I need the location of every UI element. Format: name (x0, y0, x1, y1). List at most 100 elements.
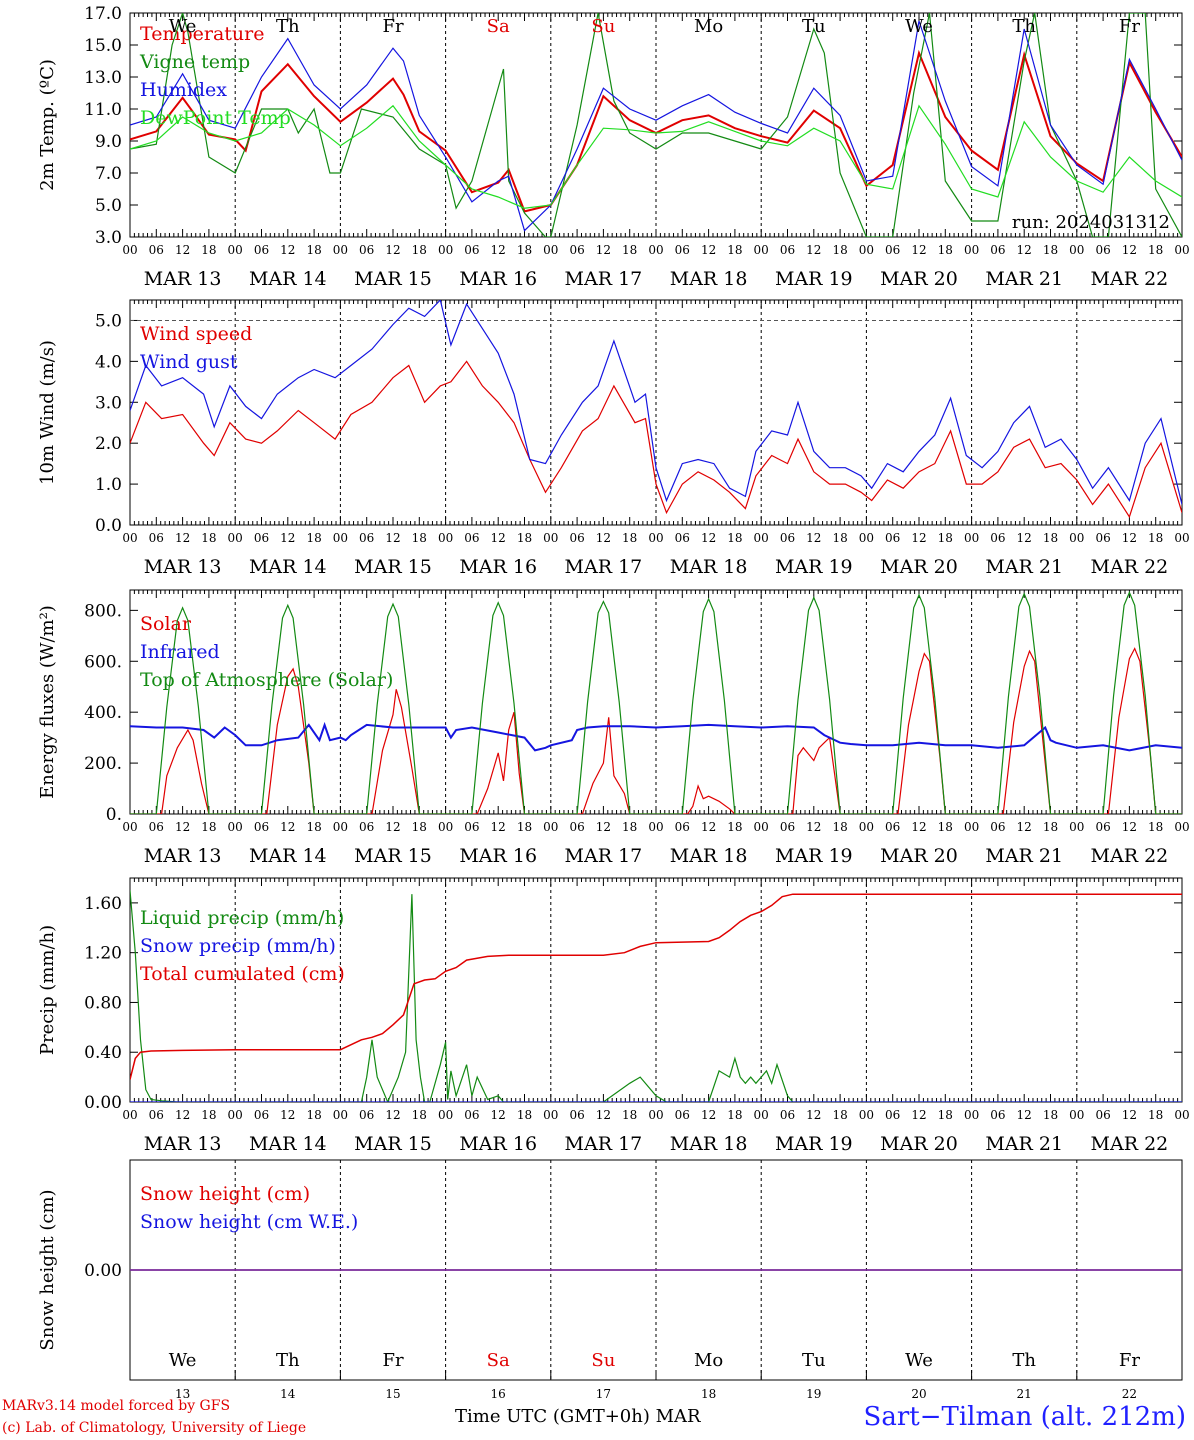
hour-label: 12 (1122, 1108, 1137, 1122)
day-number-label: 16 (491, 1387, 506, 1401)
hour-label: 18 (832, 1108, 847, 1122)
hour-label: 00 (859, 820, 874, 834)
model-credit: MARv3.14 model forced by GFS (2, 1398, 231, 1414)
date-label: MAR 14 (249, 1133, 327, 1155)
hour-label: 00 (648, 820, 663, 834)
hour-label: 18 (517, 1108, 532, 1122)
run-annotation: run: 2024031312 (1012, 212, 1170, 233)
date-label: MAR 21 (985, 845, 1063, 867)
hour-label: 00 (333, 531, 348, 545)
hour-label: 18 (201, 531, 216, 545)
hour-label: 06 (675, 820, 690, 834)
hour-label: 06 (990, 243, 1005, 257)
series-line-lightgreen (130, 104, 1182, 209)
y-tick-label: 200. (84, 754, 122, 774)
hour-label: 18 (622, 1108, 637, 1122)
date-label: MAR 20 (880, 268, 958, 290)
hour-label: 00 (543, 820, 558, 834)
y-tick-label: 0.40 (84, 1043, 122, 1063)
date-label: MAR 16 (459, 1133, 537, 1155)
plot-frame (129, 589, 1183, 815)
hour-label: 00 (228, 1108, 243, 1122)
y-tick-label: 0.00 (84, 1261, 122, 1281)
hour-label: 06 (780, 820, 795, 834)
hour-label: 12 (806, 243, 821, 257)
hour-label: 18 (517, 531, 532, 545)
hour-label: 06 (1095, 1108, 1110, 1122)
date-label: MAR 16 (459, 556, 537, 578)
hour-label: 12 (1122, 531, 1137, 545)
hour-label: 00 (859, 243, 874, 257)
hour-label: 00 (543, 531, 558, 545)
hour-label: 12 (1122, 243, 1137, 257)
hour-label: 00 (754, 243, 769, 257)
date-label: MAR 18 (670, 845, 748, 867)
hour-label: 18 (201, 820, 216, 834)
y-tick-label: 5.0 (95, 311, 122, 331)
hour-label: 06 (675, 1108, 690, 1122)
hour-label: 18 (412, 1108, 427, 1122)
legend-red: Total cumulated (cm) (140, 963, 345, 985)
y-tick-label: 1.60 (84, 894, 122, 914)
hour-label: 12 (491, 1108, 506, 1122)
hour-label: 00 (228, 243, 243, 257)
hour-label: 12 (385, 243, 400, 257)
series-line-blue (130, 721, 1182, 752)
date-label: MAR 13 (144, 845, 222, 867)
y-tick-label: 9.0 (95, 132, 122, 152)
day-number-label: 19 (806, 1387, 821, 1401)
date-label: MAR 22 (1091, 1133, 1169, 1155)
hour-label: 06 (885, 531, 900, 545)
hour-label: 18 (727, 243, 742, 257)
y-tick-label: 0.00 (84, 1093, 122, 1113)
hour-label: 18 (306, 531, 321, 545)
date-label: MAR 13 (144, 556, 222, 578)
date-label: MAR 18 (670, 556, 748, 578)
station-title: Sart−Tilman (alt. 212m) (863, 1402, 1186, 1432)
hour-label: 00 (228, 820, 243, 834)
hour-label: 06 (1095, 243, 1110, 257)
legend-blue: Snow precip (mm/h) (140, 935, 336, 957)
y-tick-label: 0.80 (84, 993, 122, 1013)
weekday-label: Fr (382, 1350, 403, 1371)
weekday-label: Sa (487, 1350, 510, 1371)
series-line-darkgreen (130, 590, 1182, 814)
y-tick-label: 1.0 (95, 475, 122, 495)
weekday-label: Tu (802, 16, 826, 37)
hour-label: 12 (385, 531, 400, 545)
hour-label: 18 (727, 1108, 742, 1122)
date-label: MAR 21 (985, 1133, 1063, 1155)
series-line-blue (130, 300, 1182, 505)
legend-blue: Wind gust (140, 351, 238, 373)
hour-label: 12 (280, 243, 295, 257)
hour-label: 12 (911, 531, 926, 545)
hour-label: 12 (806, 820, 821, 834)
date-label: MAR 15 (354, 1133, 432, 1155)
hour-label: 12 (175, 531, 190, 545)
y-axis-title: Energy fluxes (W/m²) (37, 605, 58, 799)
hour-label: 18 (517, 243, 532, 257)
copyright-credit: (c) Lab. of Climatology, University of L… (2, 1420, 307, 1436)
hour-label: 06 (990, 820, 1005, 834)
hour-label: 12 (701, 820, 716, 834)
y-axis-title: Snow height (cm) (37, 1189, 58, 1350)
day-number-label: 18 (701, 1387, 716, 1401)
series-line-red (130, 893, 1182, 1080)
y-tick-label: 0. (106, 805, 122, 825)
date-label: MAR 21 (985, 556, 1063, 578)
legend-blue: Infrared (140, 641, 220, 663)
hour-label: 06 (675, 243, 690, 257)
day-number-label: 22 (1122, 1387, 1137, 1401)
hour-label: 06 (885, 820, 900, 834)
hour-label: 00 (543, 243, 558, 257)
hour-label: 18 (832, 531, 847, 545)
hour-label: 06 (780, 243, 795, 257)
hour-label: 06 (464, 820, 479, 834)
hour-label: 00 (754, 820, 769, 834)
panel-4: 0.00 0.40 0.80 1.20 1.60 Precip (mm/h) Liquid … (37, 877, 1190, 1155)
weekday-label: Mo (694, 16, 723, 37)
hour-label: 12 (491, 531, 506, 545)
date-label: MAR 18 (670, 268, 748, 290)
hour-label: 06 (1095, 531, 1110, 545)
hour-label: 06 (569, 820, 584, 834)
